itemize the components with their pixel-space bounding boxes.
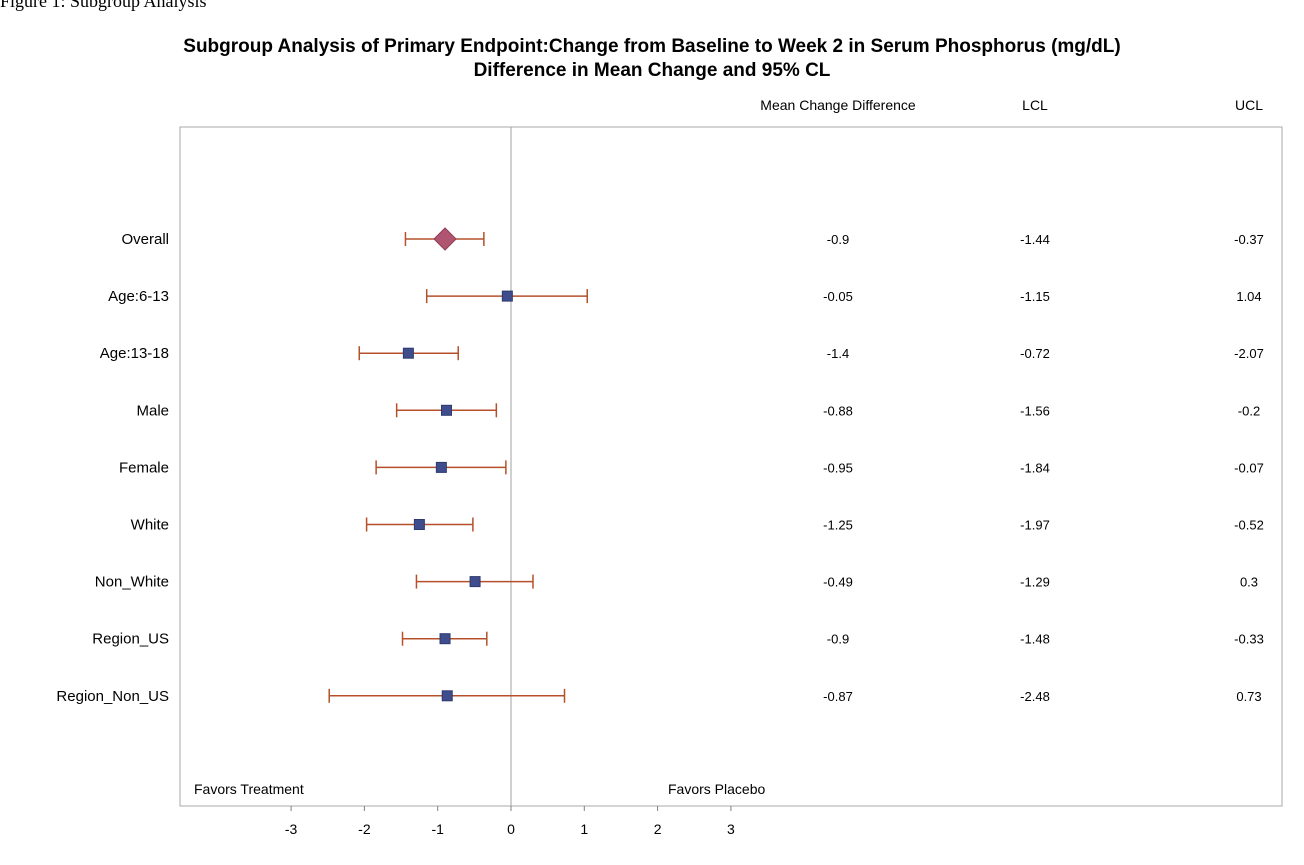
ucl-value: -0.07 — [1234, 460, 1264, 475]
mean-change-value: -0.05 — [823, 289, 853, 304]
row-label: Female — [119, 459, 169, 476]
favors-treatment-label: Favors Treatment — [194, 781, 304, 797]
x-tick-label: 3 — [727, 821, 735, 837]
mean-change-value: -1.4 — [827, 346, 849, 361]
x-tick-label: -3 — [285, 821, 298, 837]
row-label: White — [131, 517, 169, 534]
lcl-value: -1.56 — [1020, 403, 1050, 418]
x-tick-label: 2 — [654, 821, 662, 837]
estimate-square — [440, 404, 452, 416]
lcl-value: -1.48 — [1020, 632, 1050, 647]
x-tick-label: -1 — [431, 821, 444, 837]
plot-frame — [179, 126, 1283, 807]
mean-change-value: -0.9 — [827, 232, 849, 247]
mean-change-value: -0.9 — [827, 632, 849, 647]
row-label: Non_White — [95, 574, 169, 591]
x-tick-label: -2 — [358, 821, 371, 837]
estimate-square — [413, 519, 425, 530]
row-label: Region_Non_US — [56, 688, 169, 705]
ucl-value: -0.37 — [1234, 232, 1264, 247]
forest-rows: Overall -0.9 -1.44 -0.37 Age:6-13 -0.05 -1.15 1… — [56, 227, 1264, 705]
ucl-value: 0.73 — [1236, 689, 1261, 704]
ucl-value: 0.3 — [1240, 575, 1258, 590]
ucl-value: -0.33 — [1234, 632, 1264, 647]
estimate-square — [439, 633, 451, 645]
chart-subtitle: Difference in Mean Change and 95% CL — [473, 60, 831, 81]
lcl-value: -1.15 — [1020, 289, 1050, 304]
lcl-value: -0.72 — [1020, 346, 1050, 361]
ucl-value: 1.04 — [1236, 289, 1261, 304]
estimate-square — [402, 347, 414, 359]
estimate-square — [435, 461, 447, 473]
favors-placebo-label: Favors Placebo — [668, 781, 765, 797]
ucl-value: -0.2 — [1238, 403, 1260, 418]
x-tick-label: 1 — [580, 821, 588, 837]
lcl-value: -1.97 — [1020, 518, 1050, 533]
lcl-value: -1.44 — [1020, 232, 1050, 247]
row-label: Age:13-18 — [100, 345, 169, 362]
lcl-value: -2.48 — [1020, 689, 1050, 704]
lcl-value: -1.84 — [1020, 460, 1050, 475]
estimate-square — [469, 576, 481, 588]
figure-caption: Figure 1: Subgroup Analysis — [0, 0, 207, 11]
row-label: Male — [136, 402, 169, 419]
header-mean-change-difference: Mean Change Difference — [760, 97, 916, 113]
header-lcl: LCL — [1022, 97, 1048, 113]
estimate-diamond — [433, 227, 457, 251]
row-label: Age:6-13 — [108, 288, 169, 305]
x-tick-label: 0 — [507, 821, 515, 837]
ucl-value: -2.07 — [1234, 346, 1264, 361]
estimate-square — [441, 690, 453, 702]
mean-change-value: -0.88 — [823, 403, 853, 418]
x-axis: -3 -2 -1 0 1 2 3 — [285, 806, 735, 837]
mean-change-value: -1.25 — [823, 518, 853, 533]
mean-change-value: -0.87 — [823, 689, 853, 704]
ucl-value: -0.52 — [1234, 518, 1264, 533]
mean-change-value: -0.49 — [823, 575, 853, 590]
estimate-square — [501, 290, 513, 302]
chart-title: Subgroup Analysis of Primary Endpoint:Ch… — [183, 36, 1121, 57]
header-ucl: UCL — [1235, 97, 1263, 113]
row-label: Overall — [121, 231, 169, 248]
mean-change-value: -0.95 — [823, 460, 853, 475]
lcl-value: -1.29 — [1020, 575, 1050, 590]
row-label: Region_US — [92, 631, 169, 648]
